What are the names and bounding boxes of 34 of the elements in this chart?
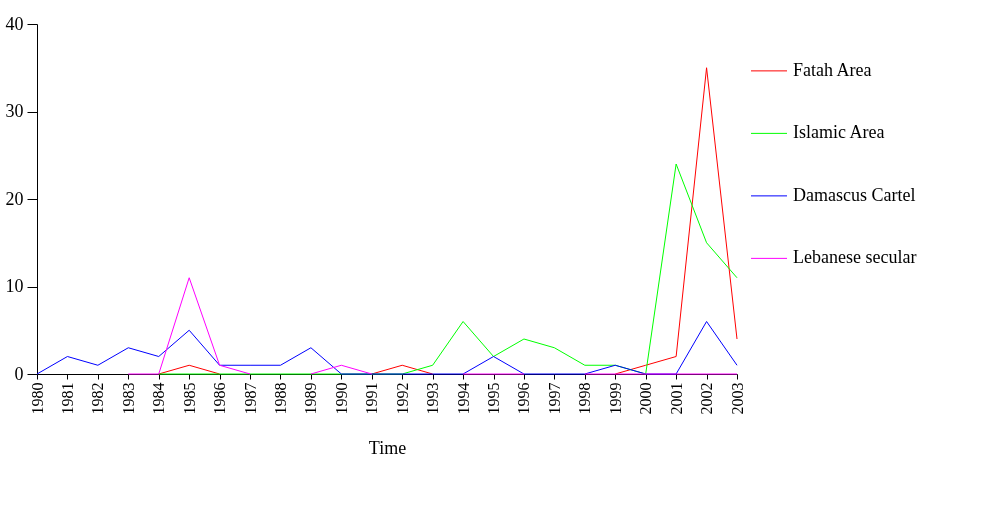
x-axis-title: Time (368, 437, 407, 458)
x-tick-label: 2003 (728, 382, 746, 415)
x-tick-label: 2002 (698, 382, 716, 415)
x-tick-label: 1985 (180, 382, 198, 415)
legend-label: Fatah Area (793, 59, 872, 80)
x-tick-label: 1996 (515, 382, 533, 415)
x-tick-label: 1990 (332, 382, 350, 415)
x-tick-label: 1993 (424, 382, 442, 415)
x-tick-label: 2001 (667, 382, 685, 415)
x-tick-label: 1995 (485, 382, 503, 415)
x-tick-label: 1983 (119, 382, 137, 415)
y-tick-label: 10 (5, 276, 24, 296)
x-tick-label: 1981 (58, 382, 76, 415)
legend-label: Damascus Cartel (793, 184, 916, 205)
x-tick-label: 1986 (211, 382, 229, 415)
x-tick-label: 1984 (150, 382, 168, 415)
y-tick-label: 40 (5, 13, 24, 34)
x-tick-label: 2000 (637, 382, 655, 415)
x-tick-label: 1994 (454, 382, 472, 415)
y-tick-label: 30 (5, 101, 24, 121)
y-tick-label: 20 (5, 188, 24, 209)
y-tick-label: 0 (14, 363, 24, 384)
x-tick-label: 1992 (393, 382, 411, 415)
x-tick-label: 1980 (28, 382, 46, 415)
x-tick-label: 1988 (271, 382, 289, 415)
x-tick-label: 1991 (363, 382, 381, 415)
x-tick-label: 1989 (302, 382, 320, 415)
legend-label: Islamic Area (793, 122, 885, 143)
x-tick-label: 1999 (606, 382, 624, 415)
x-tick-label: 1997 (545, 382, 563, 415)
legend-label: Lebanese secular (793, 247, 917, 268)
x-tick-label: 1987 (241, 382, 259, 415)
x-tick-label: 1998 (576, 382, 594, 415)
x-tick-label: 1982 (89, 382, 107, 415)
